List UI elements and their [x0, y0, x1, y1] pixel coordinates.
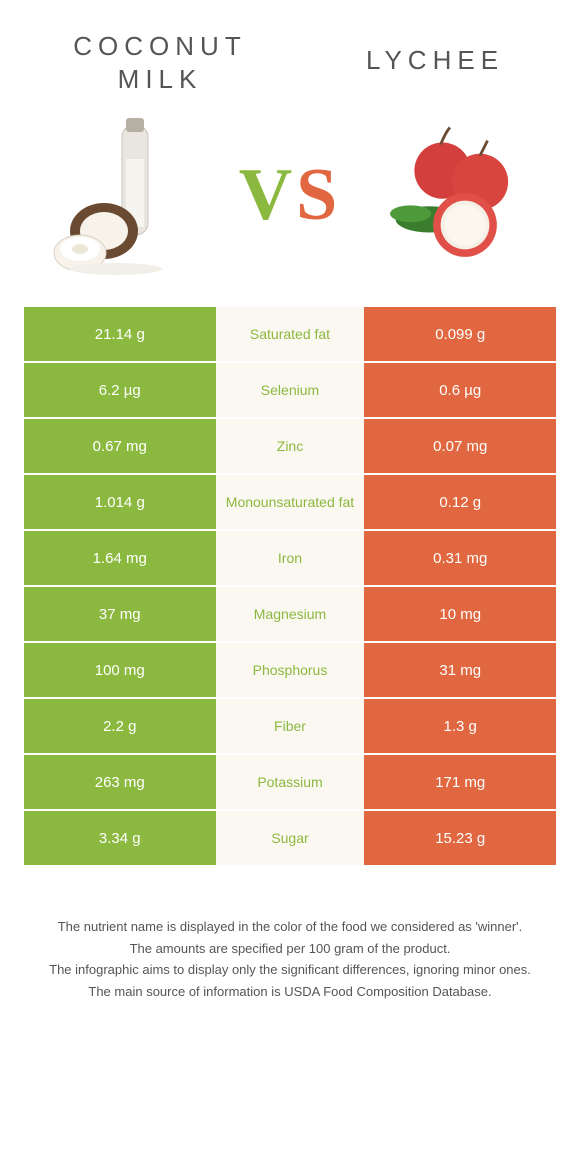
- value-left: 37 mg: [24, 587, 216, 641]
- nutrient-label: Saturated fat: [216, 307, 365, 361]
- footnote-line: The main source of information is USDA F…: [30, 982, 550, 1002]
- value-left: 1.014 g: [24, 475, 216, 529]
- footnotes: The nutrient name is displayed in the co…: [30, 917, 550, 1001]
- value-right: 1.3 g: [364, 699, 556, 753]
- nutrient-label: Fiber: [216, 699, 365, 753]
- value-left: 1.64 mg: [24, 531, 216, 585]
- nutrient-row: 6.2 µgSelenium0.6 µg: [24, 363, 556, 419]
- footnote-line: The amounts are specified per 100 gram o…: [30, 939, 550, 959]
- nutrient-label: Phosphorus: [216, 643, 365, 697]
- nutrient-row: 37 mgMagnesium10 mg: [24, 587, 556, 643]
- footnote-line: The nutrient name is displayed in the co…: [30, 917, 550, 937]
- value-right: 0.6 µg: [364, 363, 556, 417]
- value-left: 6.2 µg: [24, 363, 216, 417]
- nutrient-label: Iron: [216, 531, 365, 585]
- vs-label: VS: [239, 153, 342, 238]
- value-right: 10 mg: [364, 587, 556, 641]
- value-left: 263 mg: [24, 755, 216, 809]
- title-right: Lychee: [345, 30, 525, 77]
- nutrient-table: 21.14 gSaturated fat0.099 g6.2 µgSeleniu…: [24, 305, 556, 867]
- value-left: 2.2 g: [24, 699, 216, 753]
- footnote-line: The infographic aims to display only the…: [30, 960, 550, 980]
- value-right: 171 mg: [364, 755, 556, 809]
- value-left: 3.34 g: [24, 811, 216, 865]
- value-right: 15.23 g: [364, 811, 556, 865]
- nutrient-label: Sugar: [216, 811, 365, 865]
- value-right: 0.12 g: [364, 475, 556, 529]
- nutrient-label: Monounsaturated fat: [216, 475, 365, 529]
- value-right: 31 mg: [364, 643, 556, 697]
- vs-v: V: [239, 154, 296, 236]
- nutrient-row: 0.67 mgZinc0.07 mg: [24, 419, 556, 475]
- value-right: 0.07 mg: [364, 419, 556, 473]
- title-left: Coconutmilk: [55, 30, 265, 95]
- lychee-image: [370, 115, 530, 275]
- nutrient-row: 263 mgPotassium171 mg: [24, 755, 556, 811]
- nutrient-row: 1.64 mgIron0.31 mg: [24, 531, 556, 587]
- value-right: 0.31 mg: [364, 531, 556, 585]
- coconut-milk-image: [50, 115, 210, 275]
- value-left: 21.14 g: [24, 307, 216, 361]
- nutrient-label: Zinc: [216, 419, 365, 473]
- images-row: VS: [0, 95, 580, 305]
- nutrient-row: 3.34 gSugar15.23 g: [24, 811, 556, 867]
- nutrient-row: 21.14 gSaturated fat0.099 g: [24, 307, 556, 363]
- vs-s: S: [296, 154, 341, 236]
- value-left: 0.67 mg: [24, 419, 216, 473]
- nutrient-row: 100 mgPhosphorus31 mg: [24, 643, 556, 699]
- value-left: 100 mg: [24, 643, 216, 697]
- nutrient-label: Selenium: [216, 363, 365, 417]
- value-right: 0.099 g: [364, 307, 556, 361]
- nutrient-row: 1.014 gMonounsaturated fat0.12 g: [24, 475, 556, 531]
- nutrient-label: Magnesium: [216, 587, 365, 641]
- nutrient-row: 2.2 gFiber1.3 g: [24, 699, 556, 755]
- nutrient-label: Potassium: [216, 755, 365, 809]
- header: Coconutmilk Lychee: [0, 0, 580, 95]
